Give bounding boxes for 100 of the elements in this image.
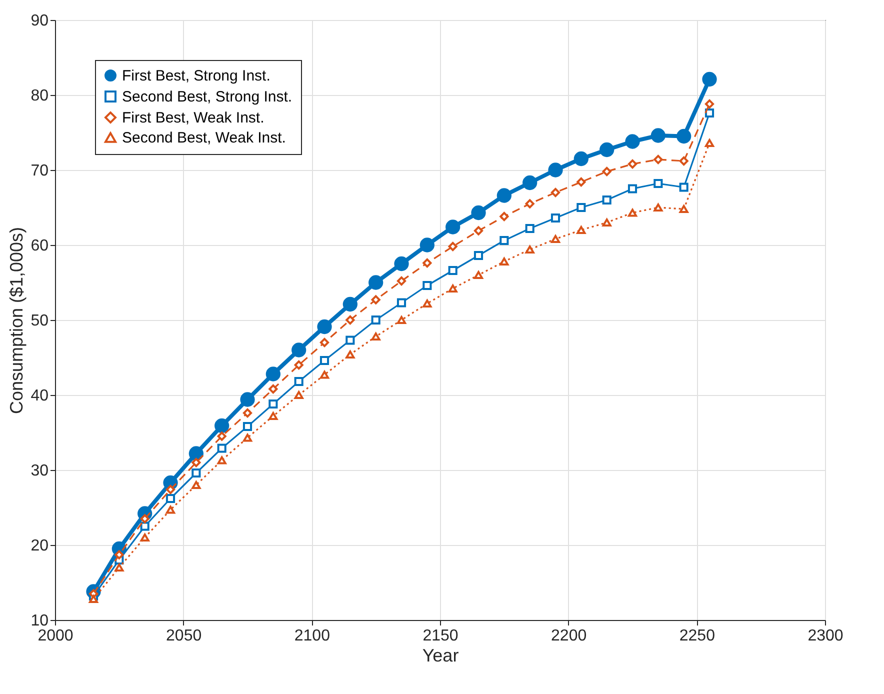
point <box>140 514 150 524</box>
point <box>396 316 406 324</box>
y-tick-label: 80 <box>30 88 49 104</box>
point <box>679 156 688 166</box>
point <box>320 356 330 366</box>
legend-label: Second Best, Strong Inst. <box>122 88 292 106</box>
point <box>474 226 484 236</box>
point <box>654 178 663 188</box>
point <box>654 154 663 164</box>
point <box>574 151 588 166</box>
x-tick-label: 2150 <box>422 628 458 644</box>
point <box>166 494 176 504</box>
point <box>192 480 201 490</box>
point <box>576 177 586 187</box>
point <box>525 199 534 208</box>
point <box>448 284 458 293</box>
point <box>371 315 380 325</box>
point <box>602 218 612 227</box>
point <box>525 245 534 254</box>
point <box>422 280 432 290</box>
point <box>371 295 380 304</box>
point <box>294 376 304 386</box>
point <box>346 315 355 325</box>
y-tick-label: 60 <box>30 238 49 254</box>
point <box>679 204 688 214</box>
point <box>602 166 612 176</box>
point <box>550 234 560 244</box>
point <box>650 128 666 143</box>
point <box>192 458 201 468</box>
point <box>294 360 304 370</box>
point <box>294 390 304 400</box>
x-tick-label: 2300 <box>808 628 844 644</box>
point <box>268 412 278 420</box>
y-tick-label: 10 <box>30 612 49 630</box>
point <box>240 392 255 407</box>
point <box>471 205 486 220</box>
point <box>114 563 124 572</box>
point <box>704 138 714 148</box>
point <box>448 242 458 252</box>
point <box>217 444 226 453</box>
point <box>320 370 330 379</box>
point <box>704 99 714 109</box>
point <box>188 446 204 461</box>
point <box>396 276 406 286</box>
legend-label: First Best, Strong Inst. <box>122 68 270 84</box>
point <box>625 134 640 149</box>
point <box>214 418 230 434</box>
point <box>396 298 406 308</box>
point <box>317 319 332 334</box>
y-tick-label: 70 <box>30 162 49 180</box>
point <box>500 212 509 222</box>
point <box>525 224 534 234</box>
point <box>368 275 384 290</box>
point <box>550 188 560 198</box>
point <box>496 188 512 203</box>
point <box>217 432 226 441</box>
point <box>576 202 586 212</box>
point <box>420 238 434 252</box>
point <box>704 108 714 118</box>
point <box>346 350 355 359</box>
x-tick-label: 2200 <box>551 628 587 644</box>
point <box>242 422 252 432</box>
x-tick-label: 2050 <box>166 628 202 644</box>
point <box>448 266 458 276</box>
point <box>166 506 176 514</box>
point <box>166 484 176 494</box>
y-tick-label: 30 <box>30 462 49 480</box>
point <box>266 366 280 382</box>
point <box>602 195 612 205</box>
point <box>292 342 306 358</box>
point <box>702 72 717 87</box>
point <box>268 384 278 394</box>
point <box>654 203 663 212</box>
point <box>342 296 358 312</box>
point <box>371 332 380 341</box>
point <box>446 220 460 234</box>
point <box>548 162 563 178</box>
point <box>628 184 638 194</box>
y-tick-label: 90 <box>30 12 49 30</box>
legend-label: Second Best, Weak Inst. <box>122 130 286 146</box>
legend-label: First Best, Weak Inst. <box>122 110 264 126</box>
point <box>346 336 355 345</box>
point <box>628 208 638 217</box>
point <box>192 468 201 478</box>
point <box>679 182 688 192</box>
x-tick-label: 2100 <box>294 628 330 644</box>
point <box>140 522 150 531</box>
point <box>600 142 614 158</box>
point <box>320 338 330 348</box>
point <box>474 270 484 280</box>
point <box>242 408 252 418</box>
x-tick-label: 2000 <box>38 628 74 644</box>
point <box>500 236 509 246</box>
y-tick-label: 50 <box>30 312 49 330</box>
point <box>140 533 150 542</box>
point <box>676 128 692 144</box>
point <box>522 175 538 190</box>
x-axis-title: Year <box>422 646 459 666</box>
x-tick-label: 2250 <box>679 628 716 644</box>
point <box>576 226 586 234</box>
